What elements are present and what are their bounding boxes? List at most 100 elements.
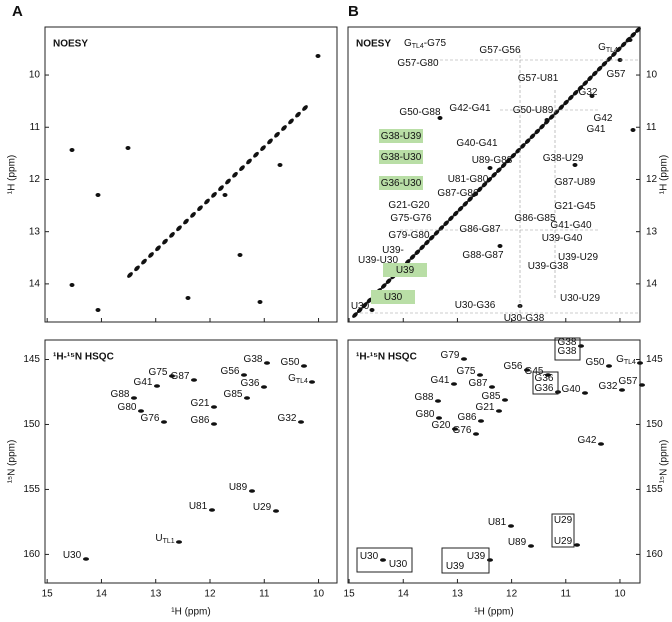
peak-label: U81-G80: [448, 174, 489, 185]
peak-label: G88: [415, 392, 434, 403]
peak-label: GTL4: [288, 373, 308, 385]
label-text: G80: [118, 402, 137, 413]
hsqc-peak: [582, 391, 588, 395]
peak-label: U30: [63, 550, 82, 561]
hsqc-peak: [619, 388, 625, 392]
label-text: U: [155, 533, 162, 544]
label-box: [441, 547, 490, 574]
cross-peak: [277, 163, 283, 167]
hsqc-peak: [528, 544, 534, 548]
diagonal-peak: [239, 165, 245, 171]
hsqc-peak: [264, 361, 270, 365]
cross-peak: [487, 166, 493, 170]
diagonal-peak: [567, 94, 574, 101]
hsqc-peak: [209, 508, 215, 512]
diagonal-peak: [472, 191, 478, 198]
label-text: G21: [191, 398, 210, 409]
peak-label: U39-G38: [528, 261, 569, 272]
peak-label: G21-G20: [388, 200, 430, 211]
hsqc-peak: [83, 557, 89, 561]
label-text: U39-G40: [542, 233, 583, 244]
diagonal-peak: [534, 128, 541, 135]
hsqc-peak: [452, 427, 458, 431]
peak-label: G56: [221, 366, 240, 377]
peak-label: GTL4: [598, 42, 618, 54]
label-text: G45: [525, 366, 544, 377]
label-text: G41-G40: [550, 220, 592, 231]
hsqc-peak: [478, 419, 484, 423]
label-text: G75-G76: [390, 213, 432, 224]
peak-label: G38-U29: [543, 153, 584, 164]
hsqc-peak: [578, 344, 584, 348]
panel-title: NOESY: [356, 39, 391, 50]
label-text: G32: [579, 87, 598, 98]
peak-label: G38: [558, 346, 577, 357]
peak-label: U39-: [382, 245, 404, 256]
hsqc-peak: [487, 558, 493, 562]
cross-peak: [257, 300, 263, 304]
peak-label: G80: [118, 402, 137, 413]
label-text: G57: [619, 376, 638, 387]
x-tick-label: 14: [96, 589, 108, 600]
label-text: U89-G88: [472, 155, 513, 166]
label-text: G57-G80: [397, 58, 439, 69]
x-axis-label: ¹H (ppm): [474, 607, 513, 618]
y-axis-label: ¹H (ppm): [659, 155, 670, 194]
label-highlight: [379, 129, 423, 143]
peak-label: U30-G38: [504, 313, 545, 324]
peak-label: G88-G87: [462, 250, 504, 261]
label-highlight: [379, 176, 423, 190]
diagonal-peak: [176, 225, 182, 232]
label-text: G38-U30: [381, 152, 422, 163]
y-tick-label: 13: [646, 226, 658, 237]
peak-label: G50: [281, 357, 300, 368]
peak-label: U30-U29: [560, 293, 600, 304]
hsqc-peak: [169, 374, 175, 378]
cross-peak: [544, 118, 550, 122]
diagonal-peak: [486, 176, 493, 183]
diagonal-peak: [356, 307, 363, 314]
diagonal-peak: [563, 99, 569, 106]
cross-peak: [95, 308, 101, 312]
peak-label: G42: [578, 435, 597, 446]
peak-label: U81: [189, 501, 208, 512]
peak-label: G41: [587, 124, 606, 135]
label-text: G41: [431, 375, 450, 386]
label-text: U39-U30: [358, 255, 398, 266]
peak-label: G57-G80: [397, 58, 439, 69]
diagonal-peak: [295, 111, 301, 118]
x-tick-label: 10: [614, 589, 626, 600]
diagonal-peak: [448, 215, 454, 222]
peak-label: U39: [396, 265, 415, 276]
diagonal-peak: [232, 171, 238, 178]
diagonal-peak: [505, 157, 512, 164]
label-text: G87: [469, 378, 488, 389]
peak-label: G32: [579, 87, 598, 98]
peak-label: G75: [457, 366, 476, 377]
diagonal-peak: [591, 70, 598, 77]
label-text: U81: [189, 501, 208, 512]
hsqc-peak: [436, 416, 442, 420]
label-text: U39-G38: [528, 261, 569, 272]
y-tick-label: 11: [646, 122, 657, 133]
peak-label: G75-G76: [390, 213, 432, 224]
label-sub: TL4: [624, 359, 636, 366]
y-tick-label: 10: [29, 70, 41, 81]
diagonal-peak: [596, 65, 603, 72]
cross-peak: [125, 146, 131, 150]
label-text: G40: [562, 384, 581, 395]
label-text: U30: [384, 292, 403, 303]
diagonal-peak: [443, 220, 449, 227]
diagonal-peak: [361, 302, 368, 309]
label-text: G: [404, 38, 412, 49]
diagonal-peak: [476, 186, 483, 193]
diagonal-peak: [352, 312, 358, 318]
label-text: U30-G38: [504, 313, 545, 324]
spectrum-frame: [347, 339, 641, 584]
diagonal-peak: [302, 105, 308, 111]
y-tick-label: 150: [646, 419, 663, 430]
hsqc-peak: [545, 373, 551, 377]
label-text: U89: [508, 537, 527, 548]
diagonal-peak: [134, 265, 140, 272]
diagonal-peak: [620, 41, 627, 48]
